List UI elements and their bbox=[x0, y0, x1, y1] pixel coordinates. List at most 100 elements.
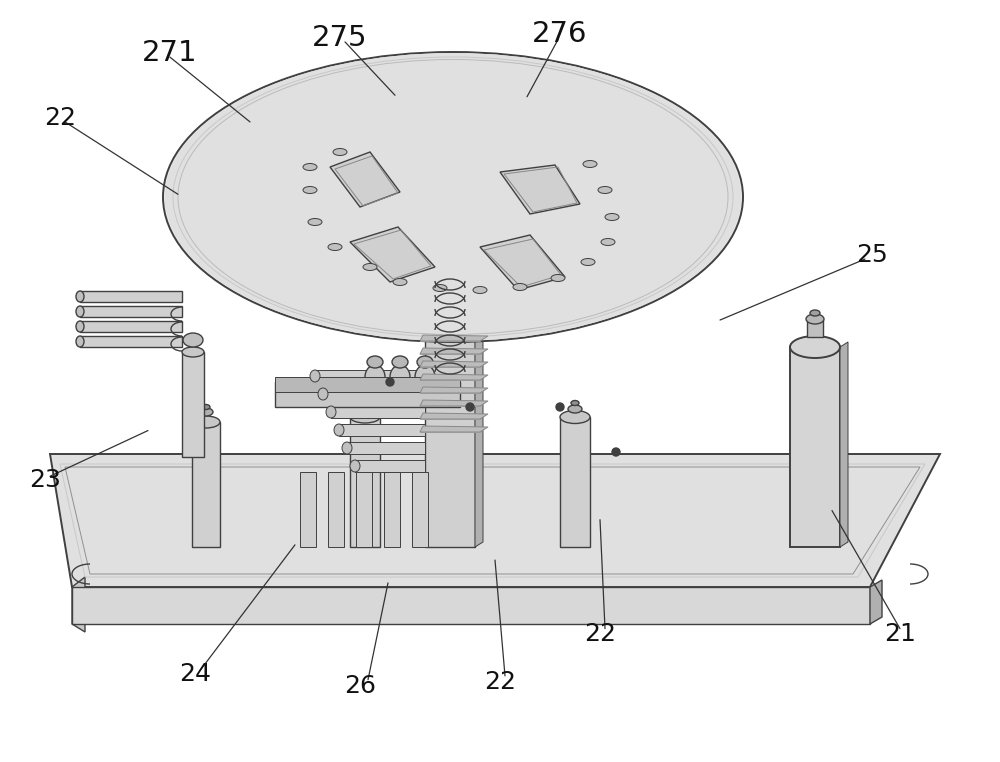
Polygon shape bbox=[384, 472, 400, 547]
Polygon shape bbox=[480, 235, 565, 290]
Text: 276: 276 bbox=[532, 21, 588, 48]
Polygon shape bbox=[420, 361, 488, 367]
Polygon shape bbox=[80, 306, 182, 317]
Ellipse shape bbox=[303, 164, 317, 171]
Polygon shape bbox=[80, 336, 182, 347]
Text: 21: 21 bbox=[884, 622, 916, 646]
Ellipse shape bbox=[513, 283, 527, 290]
Ellipse shape bbox=[182, 347, 204, 357]
Ellipse shape bbox=[568, 405, 582, 413]
Ellipse shape bbox=[560, 411, 590, 424]
Polygon shape bbox=[420, 413, 488, 419]
Ellipse shape bbox=[790, 336, 840, 358]
Polygon shape bbox=[328, 472, 344, 547]
Polygon shape bbox=[356, 472, 372, 547]
Ellipse shape bbox=[367, 356, 383, 368]
Polygon shape bbox=[350, 227, 435, 282]
Polygon shape bbox=[420, 400, 488, 406]
Polygon shape bbox=[425, 317, 475, 547]
Polygon shape bbox=[275, 377, 460, 392]
Ellipse shape bbox=[806, 314, 824, 324]
Ellipse shape bbox=[342, 442, 352, 454]
Ellipse shape bbox=[415, 365, 435, 389]
Ellipse shape bbox=[76, 306, 84, 317]
Ellipse shape bbox=[199, 408, 213, 416]
Ellipse shape bbox=[328, 244, 342, 251]
Polygon shape bbox=[72, 577, 85, 632]
Text: 22: 22 bbox=[484, 670, 516, 694]
Polygon shape bbox=[347, 442, 425, 454]
Ellipse shape bbox=[308, 219, 322, 226]
Ellipse shape bbox=[601, 239, 615, 245]
Ellipse shape bbox=[433, 284, 447, 292]
Polygon shape bbox=[350, 417, 380, 547]
Ellipse shape bbox=[76, 291, 84, 302]
Circle shape bbox=[386, 378, 394, 386]
Polygon shape bbox=[80, 321, 182, 332]
Polygon shape bbox=[420, 335, 488, 341]
Polygon shape bbox=[420, 348, 488, 354]
Polygon shape bbox=[50, 454, 940, 587]
Ellipse shape bbox=[605, 213, 619, 220]
Polygon shape bbox=[300, 472, 316, 547]
Ellipse shape bbox=[417, 356, 433, 368]
Ellipse shape bbox=[810, 310, 820, 316]
Text: 22: 22 bbox=[44, 106, 76, 130]
Polygon shape bbox=[412, 472, 428, 547]
Text: 24: 24 bbox=[179, 662, 211, 687]
Polygon shape bbox=[560, 417, 590, 547]
Ellipse shape bbox=[192, 416, 220, 428]
Polygon shape bbox=[870, 580, 882, 624]
Ellipse shape bbox=[350, 411, 380, 423]
Polygon shape bbox=[807, 319, 823, 337]
Polygon shape bbox=[420, 387, 488, 393]
Ellipse shape bbox=[326, 406, 336, 418]
Ellipse shape bbox=[581, 258, 595, 265]
Circle shape bbox=[466, 403, 474, 411]
Ellipse shape bbox=[350, 460, 360, 472]
Ellipse shape bbox=[551, 274, 565, 281]
Ellipse shape bbox=[76, 336, 84, 347]
Polygon shape bbox=[475, 312, 483, 547]
Polygon shape bbox=[420, 374, 488, 380]
Polygon shape bbox=[790, 347, 840, 547]
Ellipse shape bbox=[598, 187, 612, 194]
Polygon shape bbox=[275, 382, 460, 407]
Polygon shape bbox=[323, 388, 425, 400]
Circle shape bbox=[612, 448, 620, 456]
Ellipse shape bbox=[334, 424, 344, 436]
Ellipse shape bbox=[392, 356, 408, 368]
Ellipse shape bbox=[583, 161, 597, 168]
Ellipse shape bbox=[365, 365, 385, 389]
Text: 26: 26 bbox=[344, 674, 376, 698]
Polygon shape bbox=[840, 342, 848, 547]
Polygon shape bbox=[80, 291, 182, 302]
Ellipse shape bbox=[76, 321, 84, 332]
Ellipse shape bbox=[390, 365, 410, 389]
Text: 25: 25 bbox=[856, 243, 888, 267]
Polygon shape bbox=[182, 352, 204, 457]
Ellipse shape bbox=[363, 264, 377, 271]
Ellipse shape bbox=[310, 370, 320, 382]
Ellipse shape bbox=[303, 187, 317, 194]
Polygon shape bbox=[339, 424, 425, 436]
Ellipse shape bbox=[163, 52, 743, 342]
Polygon shape bbox=[355, 460, 425, 472]
Ellipse shape bbox=[333, 149, 347, 155]
Ellipse shape bbox=[183, 333, 203, 347]
Ellipse shape bbox=[393, 278, 407, 286]
Polygon shape bbox=[330, 152, 400, 207]
Text: 275: 275 bbox=[312, 24, 368, 52]
Ellipse shape bbox=[202, 405, 210, 409]
Text: 22: 22 bbox=[584, 622, 616, 646]
Polygon shape bbox=[500, 165, 580, 214]
Ellipse shape bbox=[318, 388, 328, 400]
Ellipse shape bbox=[571, 401, 579, 405]
Text: 23: 23 bbox=[29, 468, 61, 492]
Polygon shape bbox=[192, 422, 220, 547]
Circle shape bbox=[556, 403, 564, 411]
Ellipse shape bbox=[165, 53, 741, 341]
Ellipse shape bbox=[473, 287, 487, 293]
Polygon shape bbox=[420, 426, 488, 432]
Text: 271: 271 bbox=[142, 40, 198, 67]
